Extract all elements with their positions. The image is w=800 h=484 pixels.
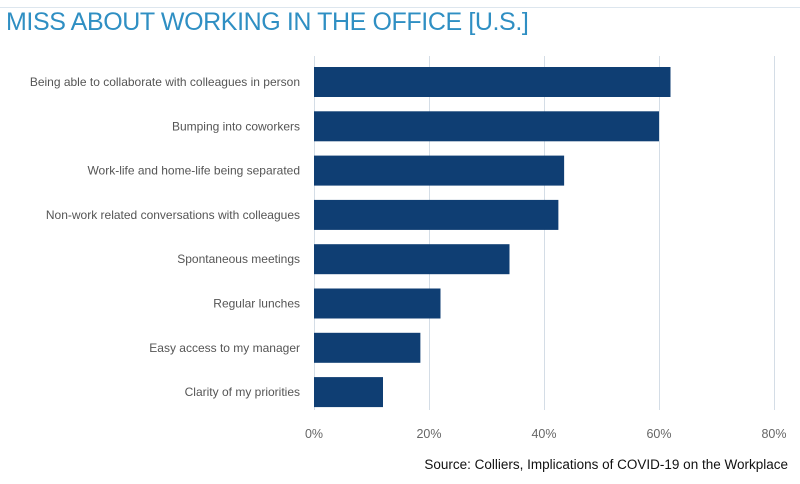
bar (314, 332, 421, 363)
bar (314, 288, 441, 319)
bar (314, 111, 659, 142)
x-tick-label: 80% (761, 427, 786, 441)
x-tick-label: 60% (646, 427, 671, 441)
category-label: Non-work related conversations with coll… (46, 208, 300, 222)
bar (314, 244, 510, 275)
x-tick-label: 20% (416, 427, 441, 441)
bar (314, 199, 559, 230)
x-tick-label: 40% (531, 427, 556, 441)
bar (314, 67, 671, 97)
category-label: Clarity of my priorities (185, 385, 300, 399)
source-note: Source: Colliers, Implications of COVID-… (424, 457, 788, 472)
category-label: Bumping into coworkers (172, 119, 300, 133)
category-label: Regular lunches (213, 297, 300, 311)
x-tick-label: 0% (305, 427, 323, 441)
chart-title: MISS ABOUT WORKING IN THE OFFICE [U.S.] (6, 8, 529, 36)
category-label: Spontaneous meetings (177, 252, 300, 266)
bar (314, 155, 565, 186)
bar (314, 377, 383, 408)
title-top-rule (0, 7, 800, 8)
category-label: Being able to collaborate with colleague… (30, 75, 300, 89)
category-label: Work-life and home-life being separated (87, 164, 300, 178)
category-label: Easy access to my manager (149, 341, 300, 355)
